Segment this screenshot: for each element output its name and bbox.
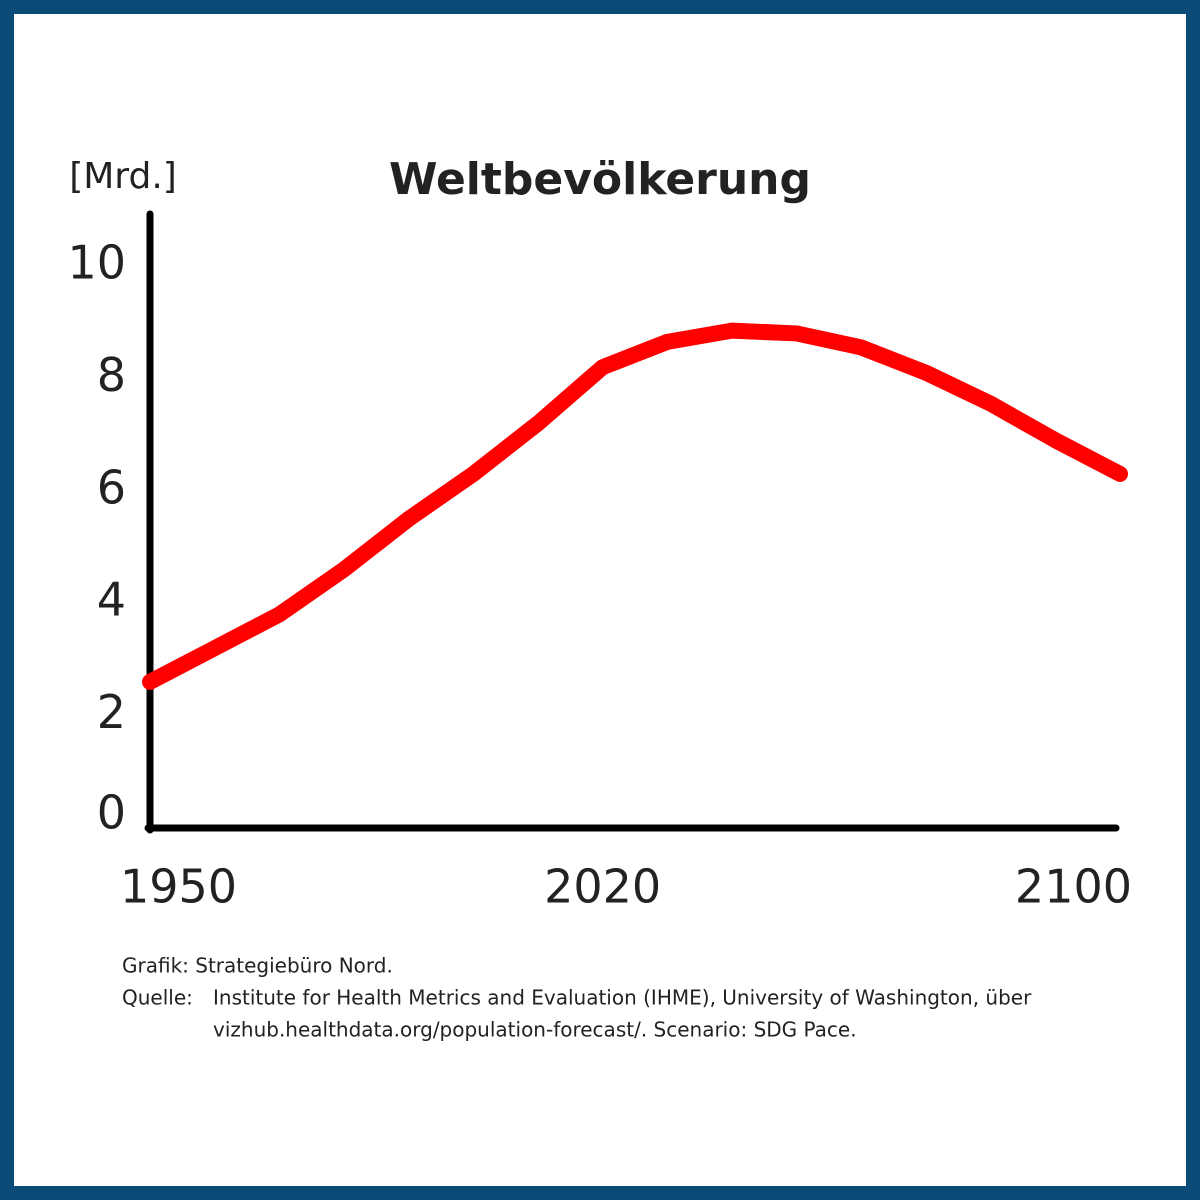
y-tick-label: 8 (97, 348, 126, 402)
y-tick-label: 10 (67, 236, 126, 290)
source-line: vizhub.healthdata.org/population-forecas… (213, 1018, 857, 1042)
x-tick-label: 1950 (120, 860, 237, 914)
y-tick-label: 2 (97, 685, 126, 739)
y-tick-label: 4 (97, 573, 126, 627)
y-axis-label: [Mrd.] (69, 156, 177, 197)
chart-title: Weltbevölkerung (389, 154, 811, 205)
source-label: Quelle: (122, 986, 193, 1010)
x-tick-label: 2100 (1015, 860, 1132, 914)
x-tick-label: 2020 (544, 860, 661, 914)
y-tick-label: 0 (97, 786, 126, 840)
source-line: Institute for Health Metrics and Evaluat… (213, 986, 1032, 1010)
y-tick-label: 6 (97, 460, 126, 514)
credit: Grafik: Strategiebüro Nord. (122, 954, 393, 978)
line (142, 322, 1128, 690)
